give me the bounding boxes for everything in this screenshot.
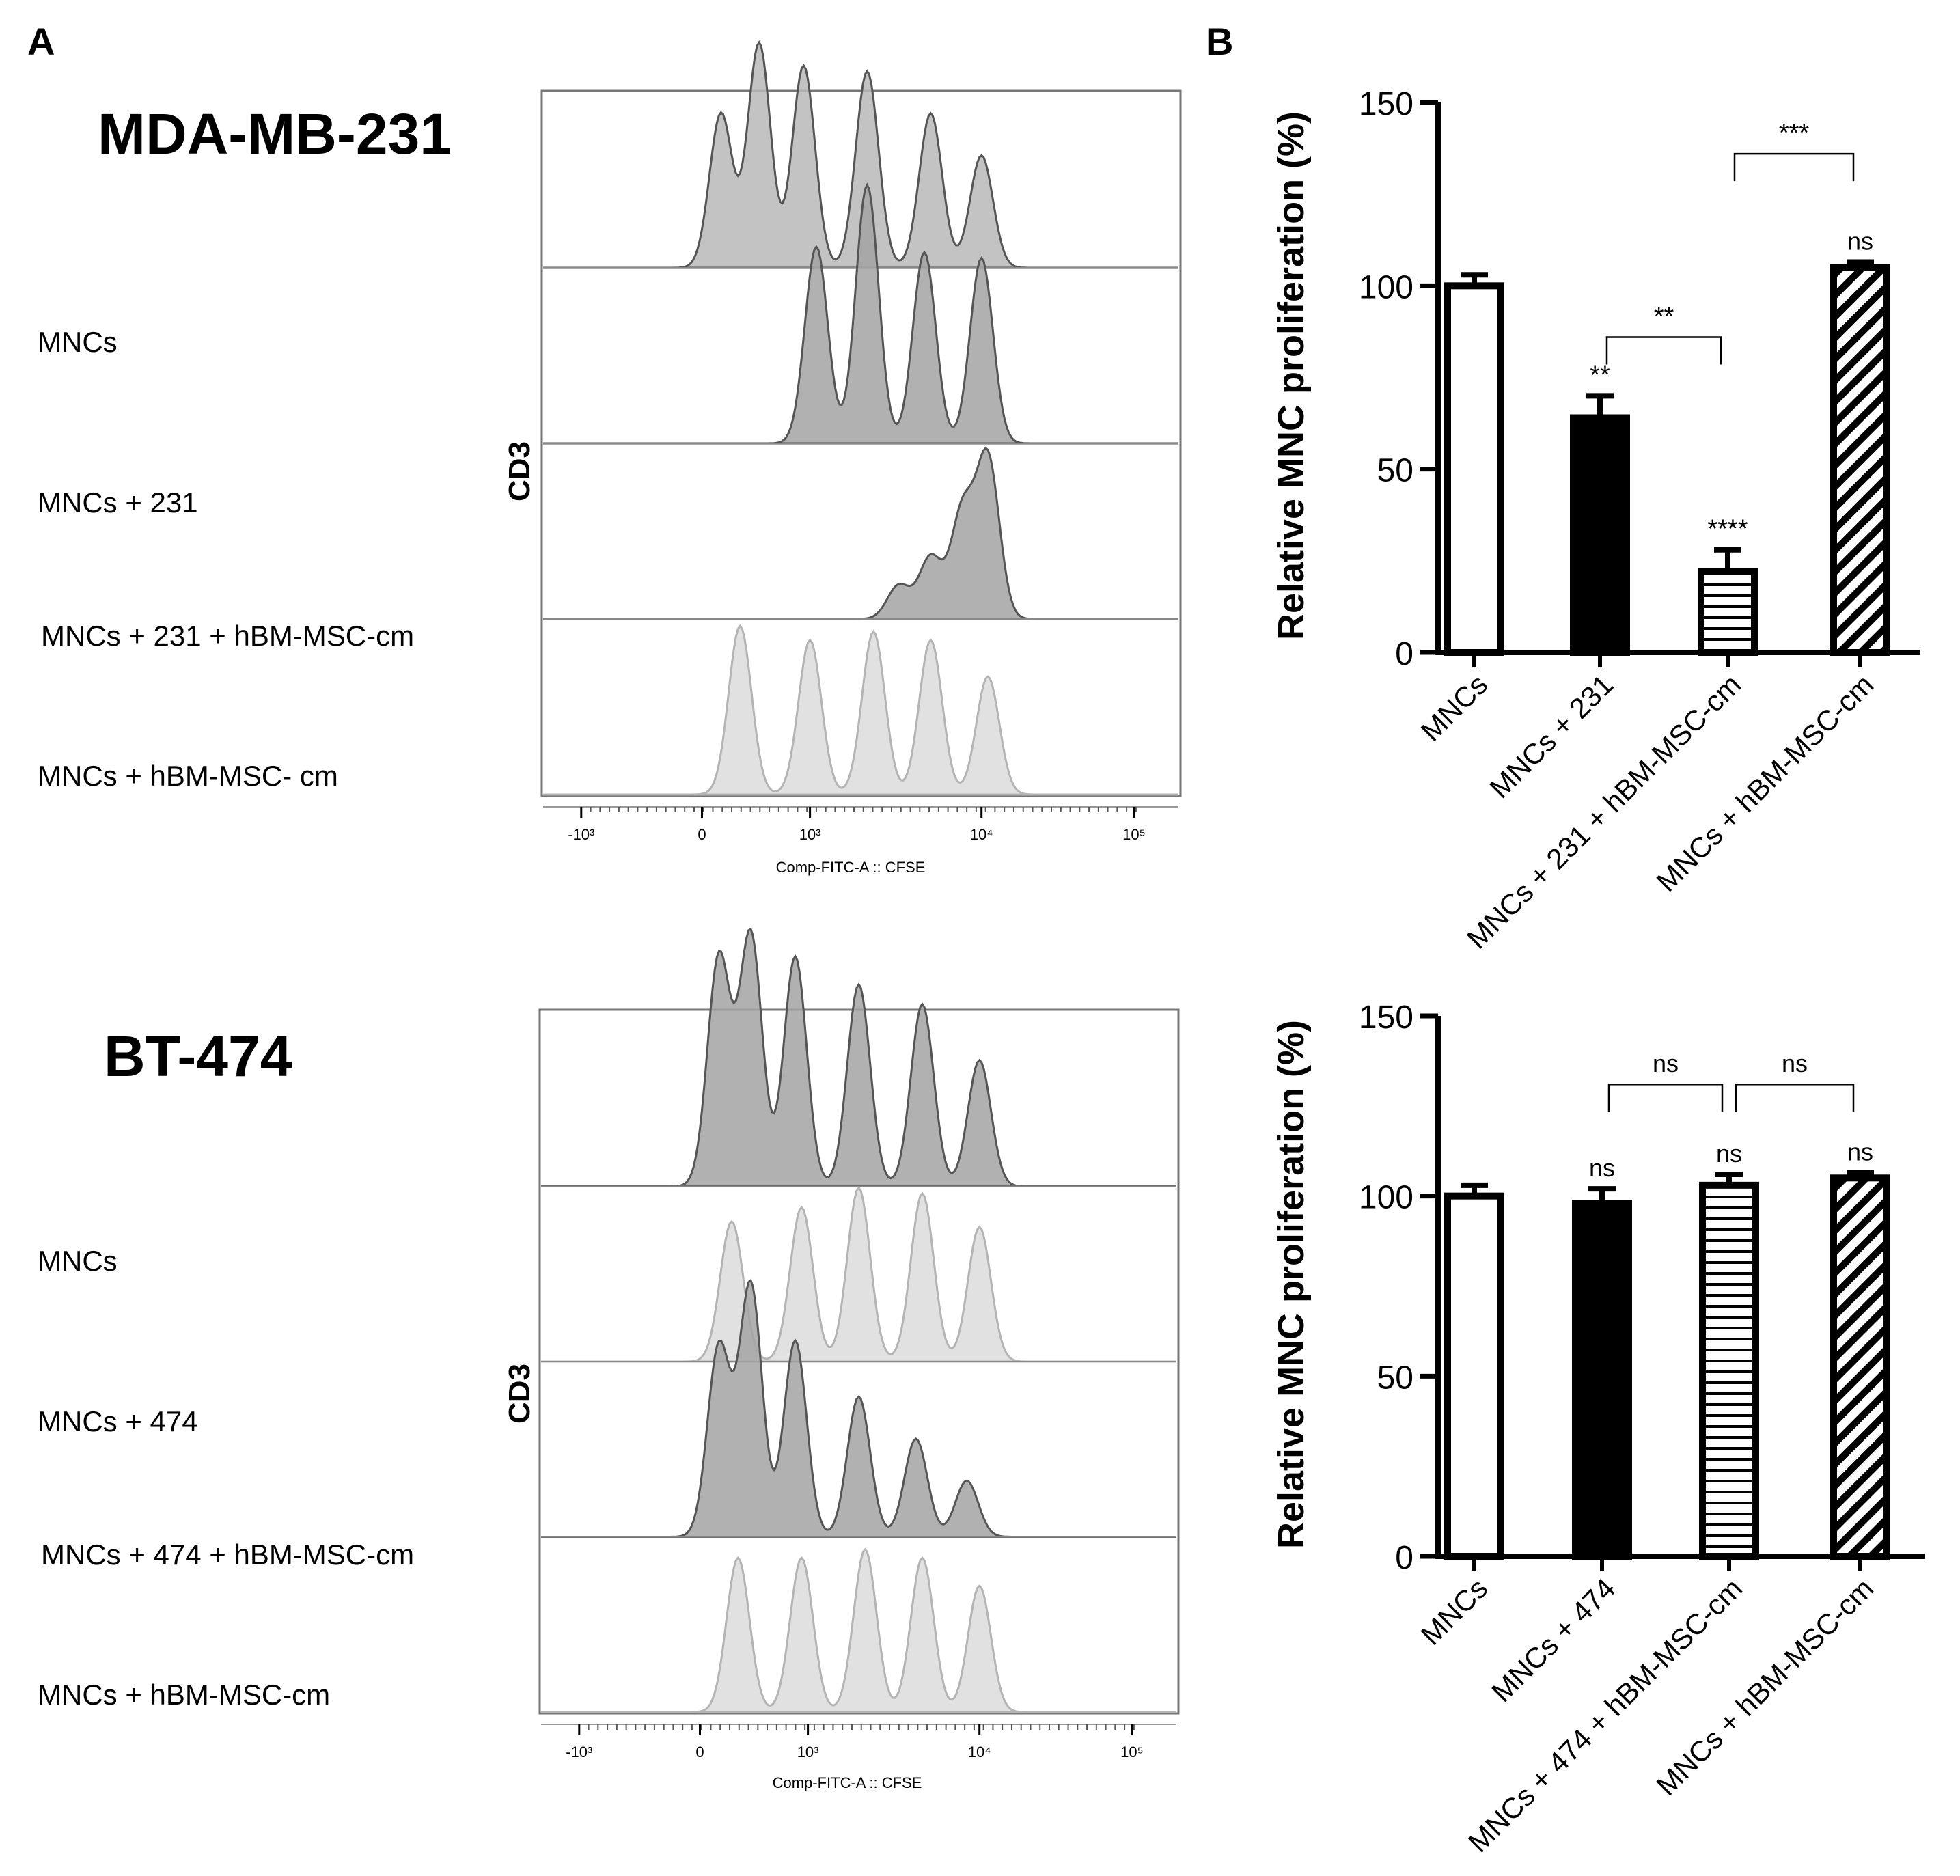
- row-label: MNCs + 474: [38, 1405, 198, 1437]
- bar: [1830, 1174, 1890, 1560]
- y-tick-label: 150: [1359, 999, 1413, 1036]
- y-axis-label: CD3: [503, 441, 536, 501]
- category-label: MNCs: [1415, 1572, 1494, 1651]
- significance-label: ns: [1847, 227, 1873, 255]
- x-tick-label: 10³: [799, 826, 821, 843]
- histogram-panel-mda-mb-231: MDA-MB-231 MNCs MNCs + 231 MNCs + 231 + …: [38, 40, 1182, 876]
- category-label: MNCs + 231 + hBM-MSC-cm: [1461, 668, 1747, 954]
- y-axis-label: Relative MNC proliferation (%): [1271, 1020, 1312, 1549]
- comparison-label: **: [1654, 302, 1674, 331]
- row-label: MNCs: [38, 326, 118, 358]
- category-label: MNCs: [1415, 668, 1494, 747]
- comparison-bracket: [1735, 1083, 1855, 1112]
- significance-label: ns: [1716, 1140, 1742, 1168]
- x-tick-label: 10⁴: [970, 826, 993, 843]
- x-tick-label: 10⁴: [968, 1743, 991, 1761]
- comparison-label: ***: [1779, 119, 1810, 148]
- x-tick-label: 0: [698, 826, 706, 843]
- comparison-label: ns: [1782, 1049, 1808, 1077]
- bar: [1572, 1200, 1632, 1560]
- x-tick-label: -10³: [566, 1743, 592, 1761]
- x-tick-label: 0: [695, 1743, 704, 1761]
- significance-label: ns: [1847, 1137, 1873, 1165]
- category-label: MNCs + 474: [1485, 1572, 1621, 1708]
- comparison-bracket: [1605, 336, 1722, 365]
- histogram-trace: [543, 624, 1178, 796]
- row-label: MNCs + 474 + hBM-MSC-cm: [41, 1539, 414, 1571]
- bar: [1698, 568, 1758, 657]
- bar: [1444, 282, 1504, 657]
- bar-chart-mda-mb-231: Relative MNC proliferation (%) 0 50 100 150…: [1271, 86, 1920, 955]
- y-tick-label: 100: [1359, 269, 1413, 305]
- row-label: MNCs + hBM-MSC- cm: [38, 760, 338, 792]
- histogram-trace: [541, 927, 1176, 1187]
- y-axis-label: CD3: [503, 1364, 536, 1424]
- category-label: MNCs + 231: [1483, 668, 1619, 804]
- row-label: MNCs + hBM-MSC-cm: [38, 1679, 330, 1711]
- significance-label: ****: [1707, 515, 1748, 544]
- histogram-trace: [543, 447, 1178, 620]
- significance-label: **: [1590, 361, 1610, 389]
- y-tick-label: 50: [1377, 1360, 1413, 1396]
- x-tick-label: 10⁵: [1120, 1743, 1144, 1761]
- panel-label-a: A: [27, 20, 55, 63]
- bar: [1444, 1192, 1504, 1560]
- bar: [1699, 1181, 1759, 1560]
- row-label: MNCs + 231: [38, 486, 198, 519]
- cell-line-title: MDA-MB-231: [98, 102, 452, 166]
- histogram-panel-bt-474: BT-474 MNCs MNCs + 474 MNCs + 474 + hBM-…: [38, 927, 1180, 1791]
- x-tick-label: 10³: [797, 1743, 819, 1761]
- row-label: MNCs: [38, 1245, 118, 1277]
- category-label: MNCs + hBM-MSC-cm: [1650, 668, 1879, 898]
- y-tick-label: 150: [1359, 86, 1413, 122]
- bar: [1830, 264, 1890, 656]
- comparison-bracket: [1607, 1083, 1724, 1112]
- histogram-trace: [543, 182, 1178, 445]
- x-tick-label: 10⁵: [1122, 826, 1146, 843]
- bar-chart-bt-474: Relative MNC proliferation (%) 0 50 100 150…: [1271, 999, 1925, 1859]
- y-tick-label: 0: [1395, 1540, 1413, 1576]
- significance-label: ns: [1589, 1154, 1615, 1182]
- comparison-bracket: [1733, 152, 1855, 182]
- category-label: MNCs + hBM-MSC-cm: [1650, 1572, 1879, 1802]
- row-label: MNCs + 231 + hBM-MSC-cm: [41, 620, 414, 652]
- x-tick-label: -10³: [568, 826, 594, 843]
- histogram-trace: [541, 1186, 1176, 1363]
- y-tick-label: 50: [1377, 453, 1413, 489]
- x-axis-label: Comp-FITC-A :: CFSE: [776, 859, 926, 876]
- comparison-label: ns: [1653, 1049, 1679, 1077]
- x-axis-label: Comp-FITC-A :: CFSE: [773, 1774, 922, 1791]
- y-axis-label: Relative MNC proliferation (%): [1271, 111, 1312, 640]
- y-tick-label: 0: [1395, 636, 1413, 672]
- bar: [1570, 414, 1630, 656]
- panel-label-b: B: [1206, 20, 1233, 63]
- y-tick-label: 100: [1359, 1180, 1413, 1216]
- category-label: MNCs + 474 + hBM-MSC-cm: [1462, 1572, 1748, 1858]
- cell-line-title: BT-474: [104, 1024, 292, 1088]
- histogram-trace: [541, 1547, 1176, 1713]
